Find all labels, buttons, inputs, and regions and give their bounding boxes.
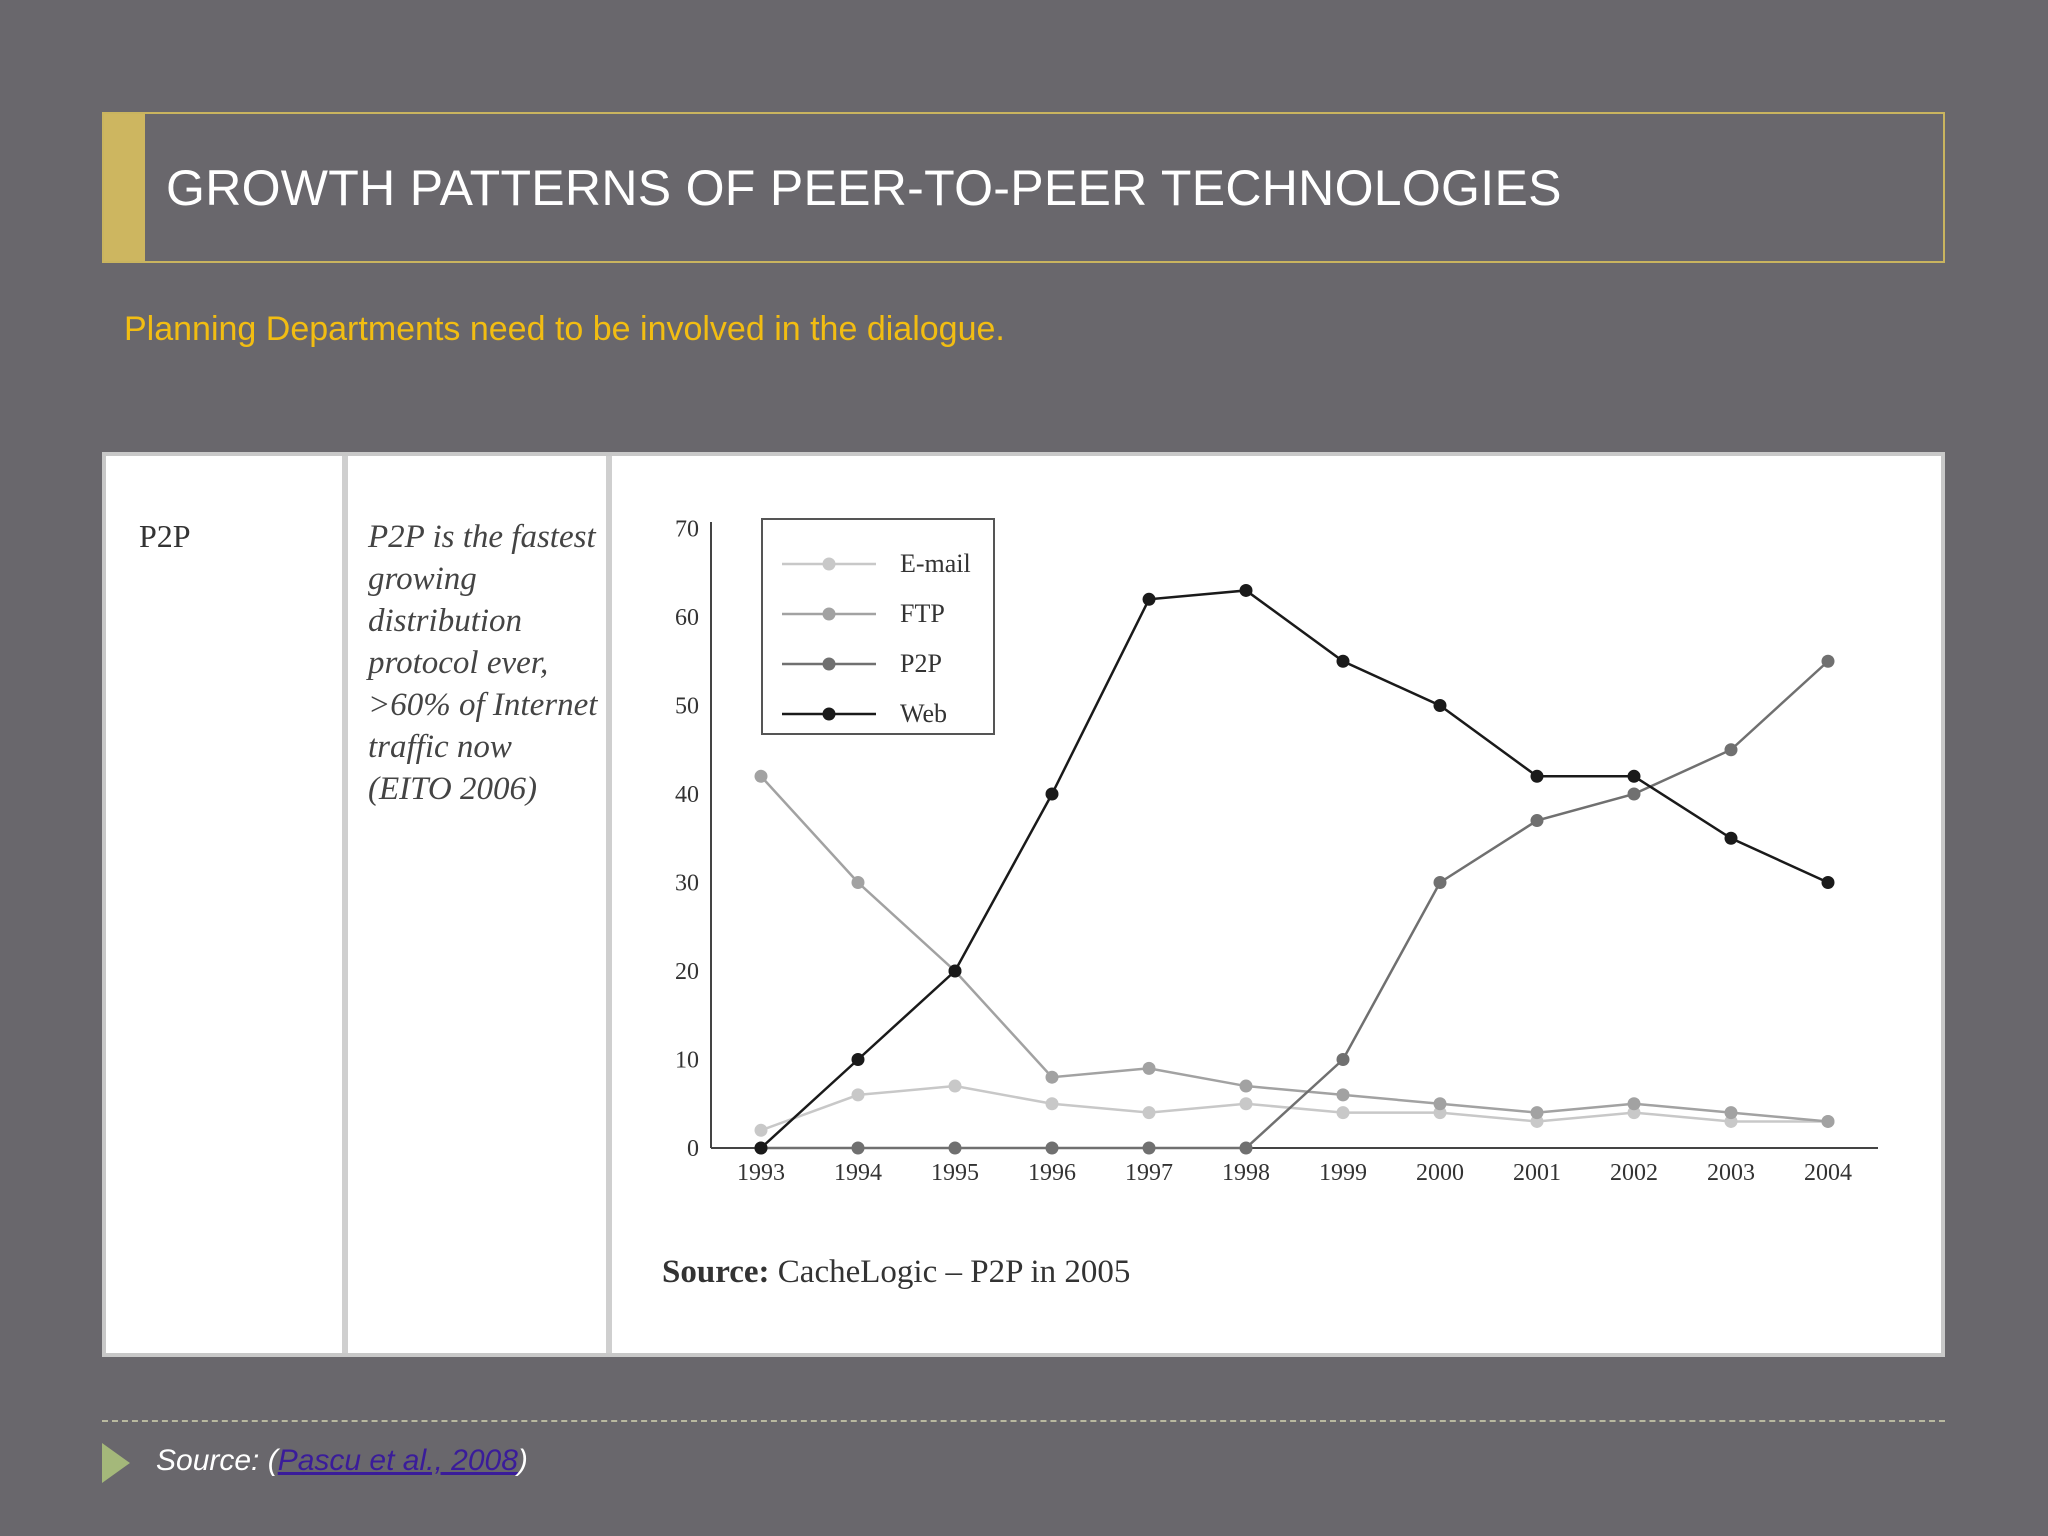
table-cell-description: P2P is the fastest growing distribution … [368,519,598,807]
data-point-ftp [851,876,865,889]
data-point-web [851,1053,865,1066]
y-tick-label: 50 [675,694,699,720]
data-point-p2p [1530,814,1544,828]
data-point-web [1045,787,1059,801]
data-point-web [1530,769,1544,783]
data-point-p2p [1336,1053,1350,1066]
data-point-e-mail [1045,1097,1059,1111]
legend-marker-e-mail [822,557,836,571]
legend-label-ftp: FTP [900,599,945,628]
series-line-web [760,589,1829,1149]
citation-link[interactable]: Pascu et al., 2008 [277,1444,518,1477]
data-point-p2p [1627,787,1641,801]
y-tick-label: 60 [675,605,699,631]
data-point-p2p [1724,743,1738,757]
data-point-e-mail [851,1088,865,1102]
x-tick-label: 1996 [1028,1160,1076,1186]
footer-suffix: ) [517,1444,528,1477]
y-tick-label: 20 [675,959,699,985]
data-point-web [1239,583,1253,597]
x-tick-label: 2004 [1804,1160,1852,1186]
legend-label-e-mail: E-mail [900,549,971,578]
legend-marker-p2p [822,657,836,671]
data-point-web [1724,831,1738,845]
footer-divider [102,1420,1945,1422]
title-accent-bar [104,114,145,261]
y-tick-label: 0 [687,1136,699,1162]
data-point-ftp [1239,1079,1253,1093]
data-point-ftp [1433,1097,1447,1111]
data-point-p2p [1821,654,1835,668]
data-point-web [948,964,962,978]
legend-marker-web [822,707,836,721]
footer-prefix: Source: ( [156,1444,278,1477]
slide-subtitle: Planning Departments need to be involved… [124,310,1005,348]
x-tick-label: 1994 [834,1160,882,1186]
data-point-e-mail [754,1123,768,1137]
data-point-web [1433,699,1447,712]
line-chart: 0 10 20 30 40 50 60 70 1993 1994 1995 1996 1997 1998 1… [662,517,1878,1290]
x-tick-label: 2001 [1513,1160,1561,1186]
data-point-p2p [851,1141,865,1155]
data-point-e-mail [1336,1106,1350,1120]
data-point-p2p [1433,876,1447,889]
data-point-e-mail [948,1079,962,1093]
x-tick-label: 1993 [737,1160,785,1186]
footer-source: Source: (Pascu et al., 2008) [156,1444,528,1478]
chart-source-label: Source: [662,1254,770,1290]
data-point-web [754,1141,768,1155]
chart-source: Source: CacheLogic – P2P in 2005 [662,1254,1130,1290]
y-tick-label: 70 [675,517,699,543]
data-point-web [1142,592,1156,606]
data-point-p2p [1045,1141,1059,1155]
legend-box [761,518,995,735]
data-point-p2p [948,1141,962,1155]
data-point-p2p [1239,1141,1253,1155]
data-point-web [1336,654,1350,668]
data-point-p2p [1142,1141,1156,1155]
x-tick-label: 1998 [1222,1160,1270,1186]
x-tick-label: 2003 [1707,1160,1755,1186]
figure-panel: P2P P2P is the fastest growing distribut… [102,452,1945,1357]
table-cell-technology: P2P [139,518,191,554]
data-point-web [1821,876,1835,889]
chart-source-text: CacheLogic – P2P in 2005 [770,1254,1131,1290]
legend-marker-ftp [822,607,836,621]
y-tick-label: 40 [675,782,699,808]
data-point-web [1627,769,1641,783]
table-divider [606,456,612,1353]
series-line-e-mail [760,1084,1828,1132]
data-point-ftp [1724,1106,1738,1120]
data-point-ftp [1045,1070,1059,1084]
data-point-ftp [1336,1088,1350,1102]
y-tick-label: 30 [675,871,699,897]
y-tick-label: 10 [675,1048,699,1074]
data-point-ftp [1821,1114,1835,1128]
bullet-arrow-icon [102,1443,130,1483]
x-tick-label: 2000 [1416,1160,1464,1186]
data-point-e-mail [1142,1106,1156,1120]
data-point-ftp [1142,1061,1156,1075]
slide-title: GROWTH PATTERNS OF PEER-TO-PEER TECHNOLO… [166,159,1562,216]
data-point-e-mail [1239,1097,1253,1111]
table-divider [342,456,348,1353]
series-line-ftp [760,775,1829,1123]
x-tick-label: 1999 [1319,1160,1367,1186]
x-tick-label: 1995 [931,1160,979,1186]
data-point-ftp [754,769,768,783]
data-point-ftp [1627,1097,1641,1111]
legend-label-web: Web [900,699,947,728]
title-box: GROWTH PATTERNS OF PEER-TO-PEER TECHNOLO… [102,112,1945,263]
x-tick-label: 1997 [1125,1160,1173,1186]
legend-label-p2p: P2P [900,649,942,678]
x-tick-label: 2002 [1610,1160,1658,1186]
data-point-ftp [1530,1106,1544,1120]
